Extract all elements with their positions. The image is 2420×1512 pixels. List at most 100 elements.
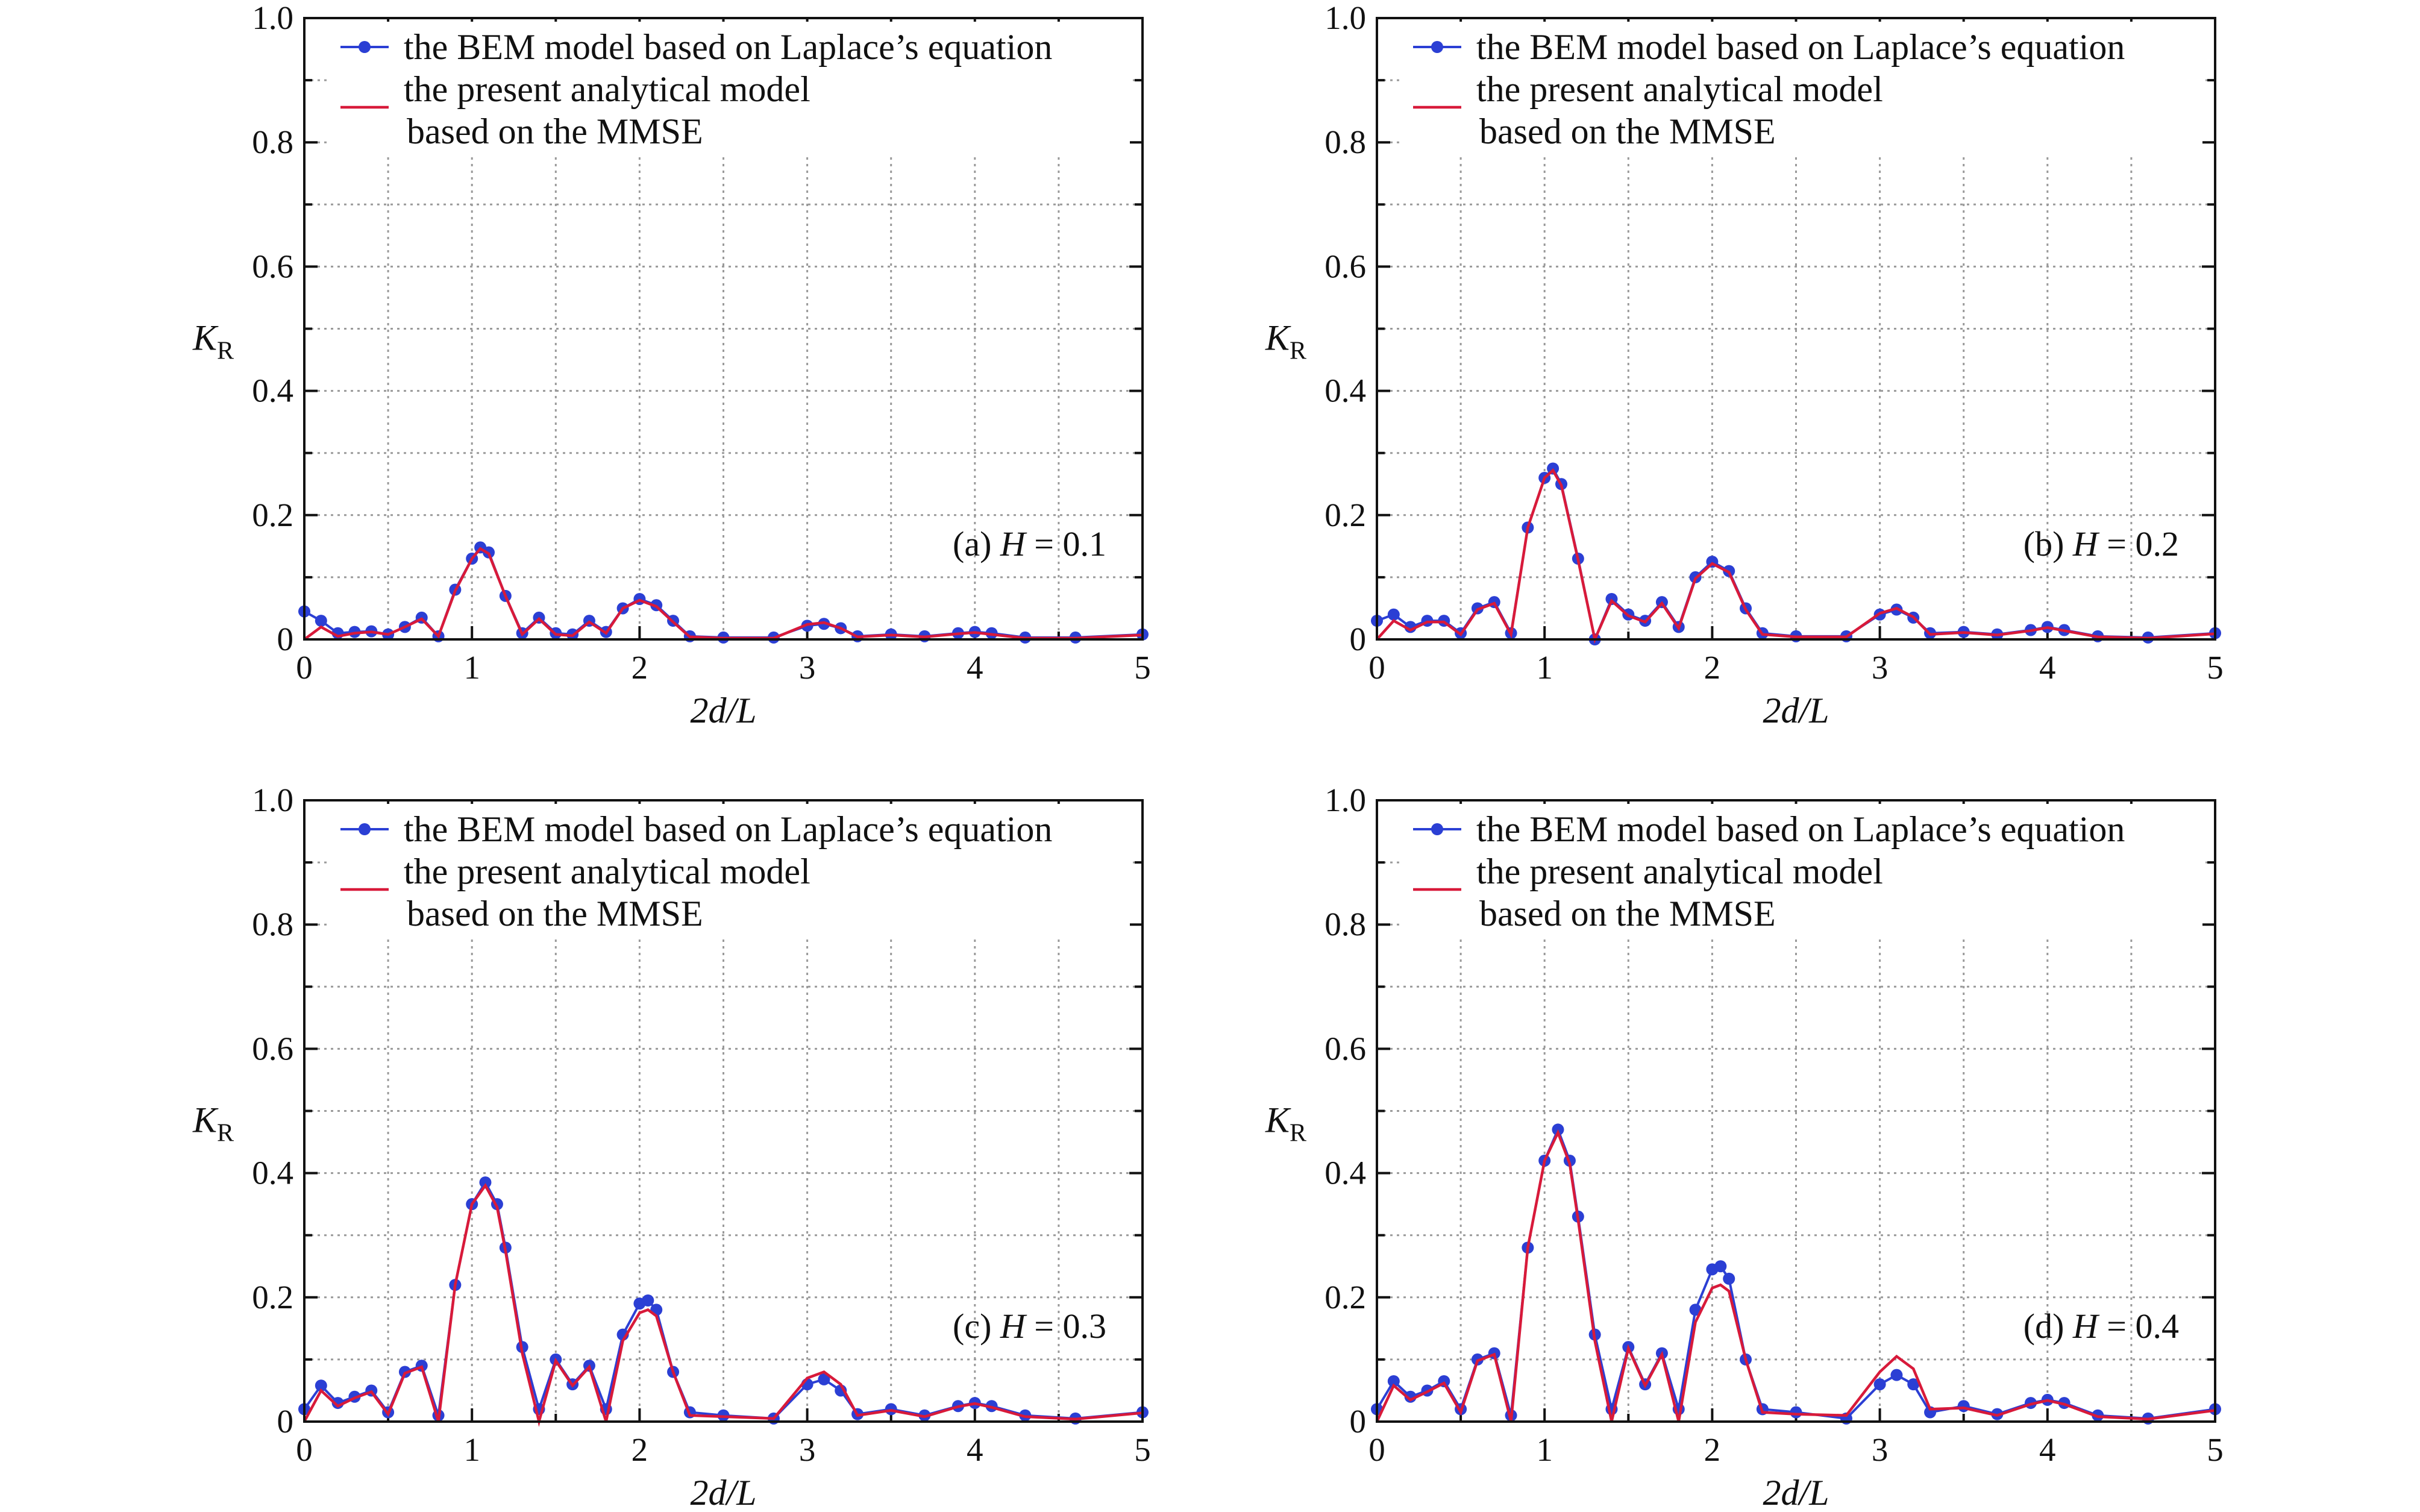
y-tick-label: 0.4 — [1324, 372, 1366, 409]
x-tick-label: 0 — [1368, 649, 1385, 686]
y-axis-label-subscript: R — [1290, 337, 1306, 365]
y-axis-label-subscript: R — [217, 1120, 234, 1147]
legend-background — [328, 804, 1130, 940]
legend-analytic-label-line2: based on the MMSE — [1479, 894, 1776, 933]
x-tick-label: 5 — [1134, 1431, 1151, 1468]
x-tick-label: 0 — [1368, 1431, 1385, 1468]
panel-label-value: = 0.3 — [1026, 1307, 1106, 1346]
y-tick-label: 0.6 — [252, 248, 293, 284]
x-axis-label: 2d/L — [1763, 691, 1829, 730]
legend-background — [1401, 22, 2202, 157]
chart-panel-4: 0 1 2 3 4 5 0 0.2 0.4 0.6 0.8 1.0 2d/L KR the BEM mode… — [1265, 782, 2224, 1512]
chart-panel-2: 0 1 2 3 4 5 0 0.2 0.4 0.6 0.8 1.0 2d/L KR the BEM mode… — [1265, 0, 2224, 730]
bem-data-point — [1689, 1303, 1702, 1316]
plot-frame — [303, 17, 1144, 641]
x-tick-label: 2 — [632, 1431, 648, 1468]
x-tick-label: 1 — [463, 649, 480, 686]
y-tick-label: 0 — [1350, 621, 1367, 657]
bem-data-point — [642, 1294, 654, 1307]
x-tick-label: 5 — [2207, 649, 2224, 686]
x-tick-label: 3 — [799, 649, 816, 686]
x-tick-label: 5 — [2207, 1431, 2224, 1468]
x-tick-label: 0 — [296, 1431, 313, 1468]
y-axis-label-subscript: R — [217, 337, 234, 365]
y-tick-label: 1.0 — [252, 782, 293, 818]
legend-analytic-label-line1: the present analytical model — [1476, 69, 1883, 109]
chart-panel-1: 0 1 2 3 4 5 0 0.2 0.4 0.6 0.8 1.0 2d/L KR the BEM mode… — [192, 0, 1151, 730]
panel-label: (d) H = 0.4 — [2023, 1307, 2179, 1346]
y-tick-label: 1.0 — [1324, 0, 1366, 36]
legend-analytic-label-line2: based on the MMSE — [407, 894, 703, 933]
legend-analytic-label-line2: based on the MMSE — [1479, 111, 1776, 151]
panel-label: (a) H = 0.1 — [953, 524, 1106, 563]
x-tick-label: 3 — [1872, 649, 1889, 686]
y-tick-label: 1.0 — [252, 0, 293, 36]
panel-label-prefix: (b) — [2023, 524, 2073, 563]
bem-data-point — [1714, 1260, 1727, 1273]
x-tick-label: 2 — [632, 649, 648, 686]
legend-analytic-label-line2: based on the MMSE — [407, 111, 703, 151]
y-tick-label: 0 — [277, 621, 294, 657]
legend-bem-marker — [1431, 823, 1443, 835]
plot-frame — [303, 799, 1144, 1423]
y-axis-label: KR — [192, 318, 234, 365]
legend-bem-label: the BEM model based on Laplace’s equatio… — [404, 809, 1052, 849]
bem-data-point — [1387, 1375, 1400, 1387]
y-tick-label: 0.6 — [1324, 1030, 1366, 1067]
legend-bem-label: the BEM model based on Laplace’s equatio… — [404, 27, 1052, 67]
x-tick-label: 4 — [967, 649, 983, 686]
x-axis-label: 2d/L — [690, 691, 756, 730]
plot-frame — [1376, 799, 2216, 1423]
bem-series-line — [303, 1180, 1143, 1420]
y-axis-label: KR — [1265, 1100, 1306, 1147]
y-axis-label-subscript: R — [1290, 1120, 1306, 1147]
y-tick-label: 0.8 — [252, 906, 293, 943]
legend-analytic-label-line1: the present analytical model — [1476, 852, 1883, 891]
y-tick-label: 1.0 — [1324, 782, 1366, 818]
y-tick-label: 0.8 — [252, 124, 293, 160]
y-tick-label: 0.2 — [252, 1279, 293, 1316]
y-tick-label: 0.6 — [252, 1030, 293, 1067]
x-tick-label: 3 — [1872, 1431, 1889, 1468]
bem-data-point — [315, 1379, 327, 1392]
analytic-series-line — [303, 1182, 1143, 1427]
panel-label-value: = 0.2 — [2098, 524, 2179, 563]
chart-panel-3: 0 1 2 3 4 5 0 0.2 0.4 0.6 0.8 1.0 2d/L KR the BEM mode… — [192, 782, 1151, 1512]
panel-label-variable: H — [2072, 1307, 2100, 1346]
x-axis-label: 2d/L — [690, 1473, 756, 1512]
y-tick-label: 0.6 — [1324, 248, 1366, 284]
panel-label-variable: H — [1000, 1307, 1027, 1346]
legend-bem-marker — [359, 823, 371, 835]
y-tick-label: 0.4 — [1324, 1155, 1366, 1191]
panel-label-prefix: (a) — [953, 524, 1000, 563]
legend-bem-label: the BEM model based on Laplace’s equatio… — [1476, 809, 2125, 849]
panel-label-prefix: (c) — [953, 1307, 1000, 1346]
x-tick-label: 4 — [967, 1431, 983, 1468]
panel-label-prefix: (d) — [2023, 1307, 2073, 1346]
x-tick-label: 3 — [799, 1431, 816, 1468]
analytic-series-line — [1375, 1129, 2216, 1422]
bem-data-point — [1907, 1378, 1920, 1391]
panel-label-variable: H — [1000, 524, 1027, 563]
panel-label-value: = 0.4 — [2098, 1307, 2179, 1346]
analytic-series-line — [1376, 468, 2216, 644]
x-tick-label: 2 — [1704, 1431, 1721, 1468]
y-tick-label: 0.4 — [252, 372, 293, 409]
x-tick-label: 2 — [1704, 649, 1721, 686]
x-tick-label: 1 — [1536, 1431, 1553, 1468]
analytic-series-line — [303, 547, 1143, 641]
x-tick-label: 1 — [1536, 649, 1553, 686]
panel-label: (c) H = 0.3 — [953, 1307, 1106, 1346]
legend-bem-marker — [359, 41, 371, 53]
bem-data-point — [1890, 1369, 1903, 1381]
bem-data-point — [818, 1373, 830, 1385]
legend-analytic-label-line1: the present analytical model — [404, 852, 810, 891]
bem-data-point — [1790, 1406, 1802, 1419]
y-tick-label: 0 — [1350, 1403, 1367, 1440]
y-tick-label: 0.2 — [1324, 1279, 1366, 1316]
bem-data-point — [1957, 1400, 1970, 1413]
y-tick-label: 0.8 — [1324, 906, 1366, 943]
legend-analytic-label-line1: the present analytical model — [404, 69, 810, 109]
x-tick-label: 1 — [463, 1431, 480, 1468]
